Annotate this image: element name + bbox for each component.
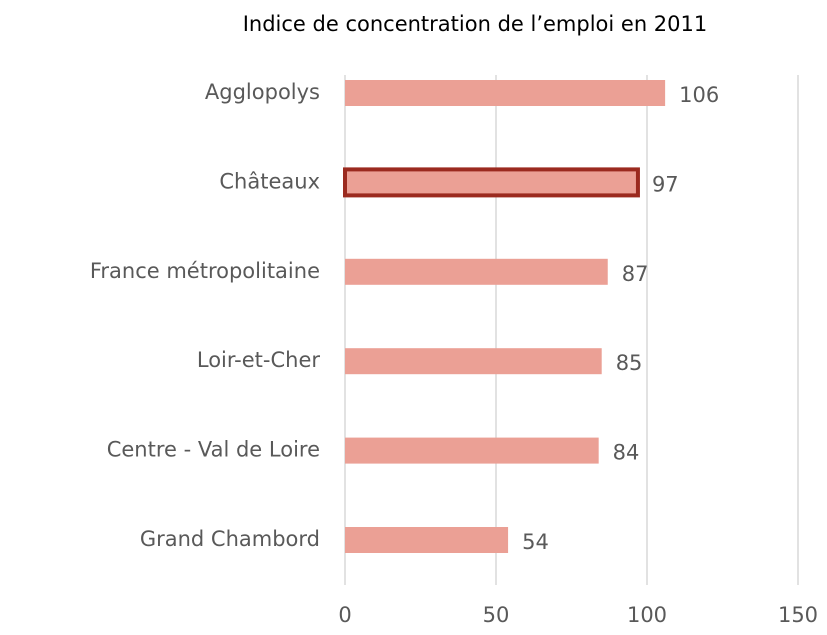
chart-title: Indice de concentration de l’emploi en 2… xyxy=(243,12,708,36)
data-label: 84 xyxy=(613,441,640,465)
x-tick-label: 0 xyxy=(338,603,351,627)
x-tick-label: 50 xyxy=(483,603,510,627)
y-tick-label: France métropolitaine xyxy=(90,259,320,283)
data-label: 54 xyxy=(522,530,549,554)
x-tick-label: 150 xyxy=(778,603,818,627)
data-label: 85 xyxy=(616,351,643,375)
bar xyxy=(345,437,599,464)
bar xyxy=(345,258,608,285)
y-tick-label: Loir-et-Cher xyxy=(197,348,321,372)
bar xyxy=(345,80,666,106)
y-tick-label: Grand Chambord xyxy=(140,527,320,551)
y-tick-label: Agglopolys xyxy=(205,80,320,104)
data-label: 97 xyxy=(652,172,679,196)
y-tick-label: Centre - Val de Loire xyxy=(107,438,320,462)
bar xyxy=(345,348,602,375)
bar xyxy=(345,527,509,553)
data-label: 87 xyxy=(622,262,649,286)
x-tick-label: 100 xyxy=(627,603,667,627)
data-label: 106 xyxy=(679,83,719,107)
y-tick-label: Châteaux xyxy=(219,169,320,193)
bar xyxy=(343,167,640,198)
